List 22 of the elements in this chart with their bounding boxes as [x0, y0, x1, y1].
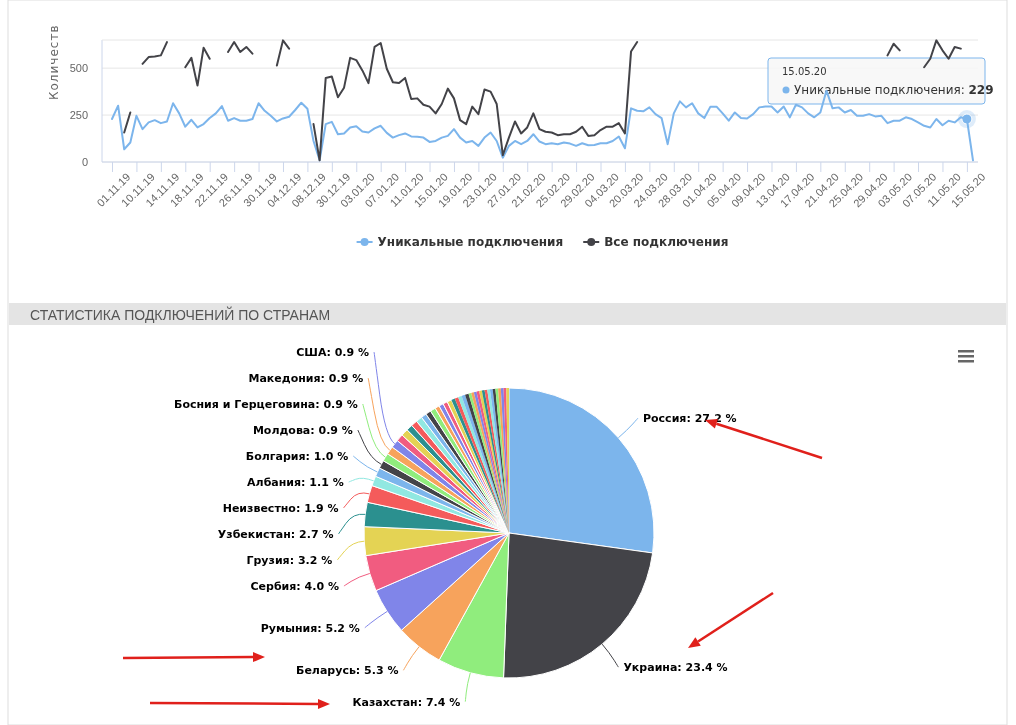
slice-label: Босния и Герцеговина: 0.9 % [174, 398, 358, 411]
slice-label: Албания: 1.1 % [247, 476, 344, 489]
slice-label: Беларусь: 5.3 % [296, 664, 399, 678]
slice-label: Грузия: 3.2 % [246, 554, 333, 567]
slice-label: Болгария: 1.0 % [245, 450, 349, 463]
annotation: 15.05.20 Уникальные подключения: 229 [782, 66, 994, 97]
slice-label: Неизвестно: 1.9 % [222, 502, 339, 515]
slice-label: Казахстан: 7.4 % [352, 695, 461, 709]
slice-label: Македония: 0.9 % [248, 372, 364, 385]
slice-label: Украина: 23.4 % [623, 661, 728, 675]
legend-label: Все подключения [604, 235, 729, 249]
y-tick-label: 250 [69, 109, 88, 122]
slice-label: Узбекистан: 2.7 % [217, 528, 334, 541]
slice-label: Сербия: 4.0 % [250, 580, 339, 593]
slice-label: Молдова: 0.9 % [252, 424, 353, 437]
y-tick-label: 0 [81, 156, 88, 169]
legend-label: Уникальные подключения [377, 235, 564, 249]
y-axis-title: Количеств [47, 24, 61, 100]
slice-label: Румыния: 5.2 % [260, 621, 360, 635]
chart-title: СТАТИСТИКА ПОДКЛЮЧЕНИЙ ПО СТРАНАМ [30, 306, 331, 323]
y-tick-label: 500 [69, 62, 88, 75]
slice-label: США: 0.9 % [296, 346, 370, 359]
